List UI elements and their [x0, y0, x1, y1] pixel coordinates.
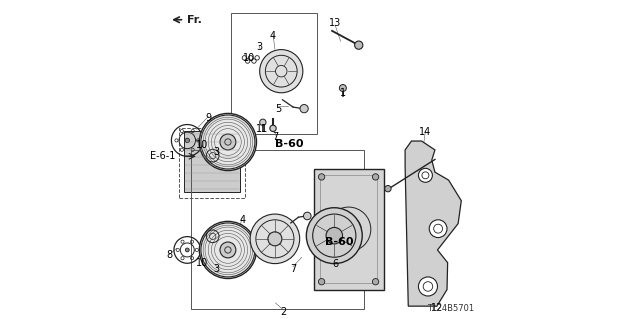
Bar [191, 150, 364, 309]
Circle shape [372, 174, 379, 180]
Text: 2: 2 [280, 307, 287, 317]
Text: 11: 11 [256, 124, 268, 134]
Circle shape [268, 232, 282, 246]
Circle shape [220, 134, 236, 150]
Text: Fr.: Fr. [187, 15, 202, 25]
Circle shape [250, 214, 300, 263]
Circle shape [419, 168, 433, 182]
Circle shape [419, 277, 438, 296]
Bar [231, 13, 317, 134]
Circle shape [185, 138, 189, 143]
Text: B-60: B-60 [275, 139, 303, 149]
Circle shape [270, 125, 276, 131]
Text: E-6-1: E-6-1 [150, 151, 175, 161]
Text: 13: 13 [329, 18, 341, 28]
Text: 10: 10 [196, 258, 209, 268]
Bar [179, 128, 245, 197]
Polygon shape [405, 141, 461, 306]
Polygon shape [184, 131, 240, 192]
Text: 1: 1 [340, 88, 346, 98]
Circle shape [326, 227, 342, 244]
Text: B-60: B-60 [325, 237, 354, 247]
Text: 3: 3 [214, 264, 220, 274]
Circle shape [372, 278, 379, 285]
Text: 4: 4 [239, 215, 245, 225]
Bar [320, 175, 377, 283]
Circle shape [343, 224, 355, 235]
Circle shape [385, 185, 391, 192]
Circle shape [319, 174, 324, 180]
Circle shape [260, 49, 303, 93]
Text: 4: 4 [270, 31, 276, 41]
Circle shape [260, 119, 266, 125]
Text: 12: 12 [431, 303, 443, 313]
Text: TL24B5701: TL24B5701 [427, 303, 474, 313]
Bar [314, 169, 383, 290]
Circle shape [339, 85, 346, 92]
Circle shape [220, 242, 236, 258]
Text: 7: 7 [273, 132, 278, 142]
Circle shape [303, 212, 311, 220]
Text: 3: 3 [256, 42, 262, 52]
Circle shape [300, 105, 308, 113]
Circle shape [429, 220, 447, 238]
Text: 9: 9 [205, 113, 211, 123]
Text: 10: 10 [196, 140, 209, 150]
Text: 14: 14 [419, 127, 431, 137]
Text: 7: 7 [290, 264, 296, 274]
Text: 10: 10 [243, 53, 255, 63]
Circle shape [319, 278, 324, 285]
Circle shape [186, 248, 189, 252]
Text: 8: 8 [166, 250, 172, 260]
Circle shape [199, 221, 257, 278]
Text: 5: 5 [275, 104, 281, 114]
Circle shape [199, 114, 257, 171]
Text: 3: 3 [214, 146, 220, 157]
Text: 6: 6 [332, 259, 339, 269]
Circle shape [307, 208, 362, 263]
Circle shape [355, 41, 363, 49]
